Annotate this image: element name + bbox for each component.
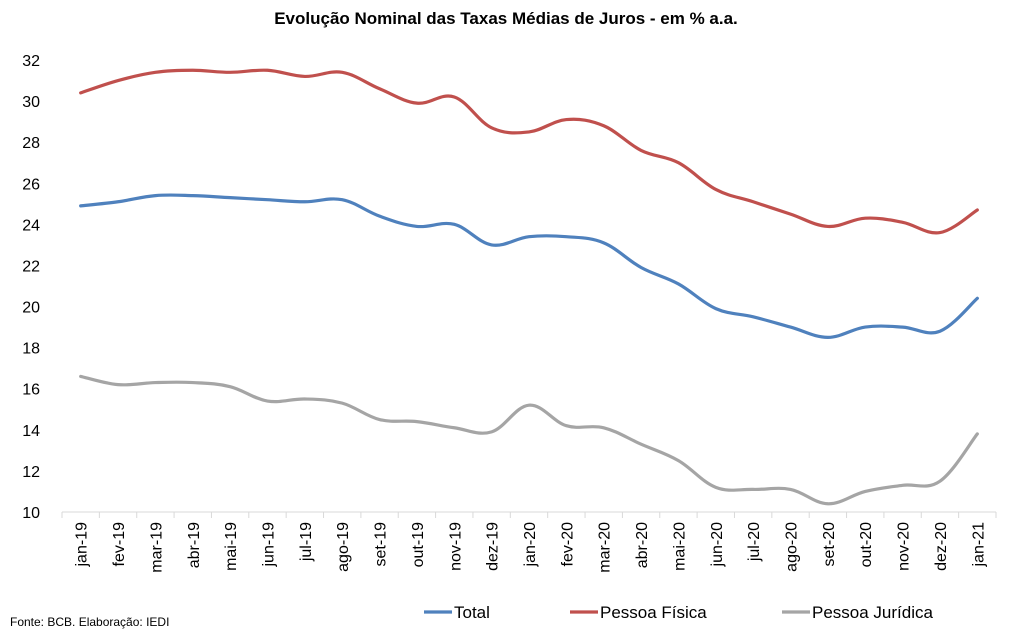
x-tick-label: abr-19 xyxy=(186,522,203,568)
y-tick-label: 18 xyxy=(22,341,40,358)
x-tick-label: set-19 xyxy=(373,522,390,567)
legend-label-1: Pessoa Física xyxy=(600,603,707,622)
x-tick-label: mai-19 xyxy=(223,522,240,571)
x-tick-label: out-19 xyxy=(410,522,427,567)
x-tick-label: mar-19 xyxy=(148,522,165,573)
x-tick-label: abr-20 xyxy=(634,522,651,568)
x-tick-label: jan-21 xyxy=(970,522,987,568)
x-tick-label: nov-19 xyxy=(447,522,464,571)
x-tick-label: jan-20 xyxy=(522,522,539,568)
x-tick-label: mar-20 xyxy=(597,522,614,573)
chart-title: Evolução Nominal das Taxas Médias de Jur… xyxy=(274,9,738,28)
x-tick-label: fev-20 xyxy=(559,522,576,567)
series-lines xyxy=(79,68,979,506)
x-tick-label: jul-20 xyxy=(746,522,763,562)
x-tick-label: dez-19 xyxy=(485,522,502,571)
y-tick-label: 30 xyxy=(22,94,40,111)
y-tick-label: 14 xyxy=(22,423,40,440)
x-tick-label: ago-20 xyxy=(784,522,801,572)
y-tick-label: 16 xyxy=(22,382,40,399)
y-tick-label: 12 xyxy=(22,464,40,481)
x-tick-label: mai-20 xyxy=(671,522,688,571)
y-tick-label: 22 xyxy=(22,258,40,275)
x-tick-label: set-20 xyxy=(821,522,838,567)
y-axis-ticks: 10 12 14 16 18 20 22 24 26 28 30 32 xyxy=(22,53,40,522)
x-tick-label: jun-20 xyxy=(709,522,726,568)
series-line-1 xyxy=(79,68,979,235)
legend: Total Pessoa Física Pessoa Jurídica xyxy=(424,603,933,622)
x-tick-label: jan-19 xyxy=(74,522,91,568)
series-line-2 xyxy=(79,374,979,506)
x-tick-label: nov-20 xyxy=(896,522,913,571)
x-tick-label: dez-20 xyxy=(933,522,950,571)
x-tick-label: jul-19 xyxy=(298,522,315,562)
legend-label-2: Pessoa Jurídica xyxy=(812,603,933,622)
y-tick-label: 28 xyxy=(22,135,40,152)
x-tick-label: out-20 xyxy=(858,522,875,567)
y-tick-label: 10 xyxy=(22,505,40,522)
series-line-0 xyxy=(79,193,979,339)
y-tick-label: 20 xyxy=(22,300,40,317)
source-note: Fonte: BCB. Elaboração: IEDI xyxy=(10,615,169,629)
x-tick-label: jun-19 xyxy=(260,522,277,568)
legend-label-0: Total xyxy=(454,603,490,622)
y-tick-label: 26 xyxy=(22,176,40,193)
y-tick-label: 32 xyxy=(22,53,40,70)
y-tick-label: 24 xyxy=(22,217,40,234)
x-axis-ticks: jan-19 fev-19 mar-19 abr-19 mai-19 jun-19 jul-… xyxy=(61,512,997,573)
x-tick-label: ago-19 xyxy=(335,522,352,572)
x-tick-label: fev-19 xyxy=(111,522,128,567)
